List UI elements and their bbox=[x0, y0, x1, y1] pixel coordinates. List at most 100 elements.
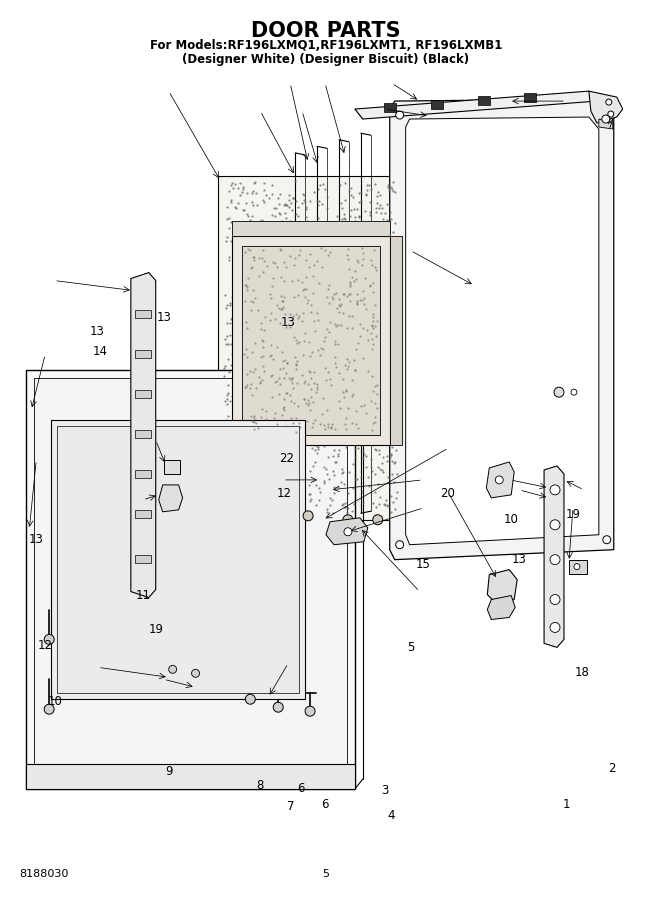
Point bbox=[243, 271, 253, 285]
Point bbox=[353, 255, 363, 269]
Text: 19: 19 bbox=[149, 623, 164, 636]
Point bbox=[267, 307, 277, 321]
Text: 6: 6 bbox=[321, 798, 329, 811]
Point bbox=[288, 474, 298, 489]
Point bbox=[282, 489, 293, 503]
Point bbox=[251, 416, 261, 430]
Point bbox=[307, 368, 318, 382]
Text: 11: 11 bbox=[136, 589, 151, 602]
Point bbox=[344, 385, 354, 400]
Point bbox=[317, 259, 327, 274]
Point bbox=[326, 392, 336, 406]
Point bbox=[368, 275, 378, 290]
Point bbox=[231, 397, 242, 411]
Point bbox=[288, 472, 298, 486]
Point bbox=[267, 367, 278, 382]
Point bbox=[325, 276, 335, 291]
Point bbox=[241, 381, 251, 395]
Point bbox=[391, 405, 401, 419]
Point bbox=[307, 268, 318, 283]
Point bbox=[267, 390, 278, 404]
Point bbox=[306, 390, 316, 404]
Point bbox=[231, 307, 241, 321]
Point bbox=[333, 291, 344, 305]
Point bbox=[257, 373, 267, 387]
Point bbox=[370, 352, 381, 366]
Point bbox=[345, 274, 355, 289]
Point bbox=[381, 197, 392, 211]
Point bbox=[231, 246, 241, 260]
Point bbox=[304, 258, 314, 273]
Point bbox=[363, 229, 374, 243]
Point bbox=[375, 419, 385, 434]
Point bbox=[322, 267, 333, 282]
Point bbox=[344, 433, 355, 447]
Point bbox=[331, 428, 342, 443]
Point bbox=[379, 268, 389, 283]
Point bbox=[281, 365, 291, 380]
Point bbox=[304, 248, 315, 262]
Point bbox=[293, 309, 304, 323]
Point bbox=[390, 374, 400, 389]
Point bbox=[312, 439, 323, 454]
Point bbox=[273, 283, 283, 297]
Point bbox=[386, 180, 396, 194]
Text: 10: 10 bbox=[47, 695, 62, 707]
Point bbox=[244, 256, 255, 271]
Point bbox=[367, 234, 378, 248]
Point bbox=[374, 387, 384, 401]
Point bbox=[282, 386, 293, 400]
Point bbox=[372, 387, 382, 401]
Point bbox=[306, 298, 316, 312]
Bar bbox=[57, 426, 299, 693]
Point bbox=[340, 193, 350, 207]
Point bbox=[301, 283, 312, 297]
Point bbox=[366, 182, 376, 196]
Point bbox=[371, 294, 381, 309]
Bar bbox=[135, 554, 151, 562]
Point bbox=[329, 286, 340, 301]
Point bbox=[321, 502, 332, 517]
Point bbox=[297, 392, 308, 407]
Point bbox=[267, 255, 278, 269]
Point bbox=[235, 176, 245, 190]
Point bbox=[387, 467, 398, 482]
Point bbox=[224, 184, 234, 199]
Point bbox=[389, 355, 400, 369]
Point bbox=[318, 370, 328, 384]
Point bbox=[278, 300, 288, 314]
Point bbox=[322, 466, 333, 481]
Point bbox=[262, 272, 273, 286]
Point bbox=[248, 363, 259, 377]
Point bbox=[286, 454, 297, 469]
Polygon shape bbox=[326, 518, 368, 544]
Point bbox=[272, 297, 282, 311]
Point bbox=[313, 313, 323, 328]
Point bbox=[356, 399, 366, 413]
Point bbox=[325, 289, 335, 303]
Point bbox=[258, 338, 268, 353]
Bar bbox=[431, 100, 443, 109]
Point bbox=[385, 412, 395, 427]
Point bbox=[314, 404, 325, 419]
Point bbox=[327, 417, 337, 431]
Point bbox=[390, 184, 400, 199]
Point bbox=[373, 184, 383, 199]
Point bbox=[357, 377, 367, 392]
Point bbox=[374, 215, 385, 230]
Point bbox=[380, 272, 391, 286]
Point bbox=[315, 417, 325, 431]
Point bbox=[303, 342, 314, 356]
Point bbox=[244, 346, 255, 361]
Point bbox=[349, 364, 360, 378]
Point bbox=[320, 406, 331, 420]
Point bbox=[301, 234, 311, 248]
Point bbox=[376, 462, 386, 476]
Point bbox=[316, 240, 326, 255]
Point bbox=[268, 352, 278, 366]
Point bbox=[241, 315, 251, 329]
Point bbox=[251, 382, 261, 396]
Point bbox=[330, 230, 340, 244]
Point bbox=[224, 296, 235, 310]
Point bbox=[230, 423, 240, 437]
